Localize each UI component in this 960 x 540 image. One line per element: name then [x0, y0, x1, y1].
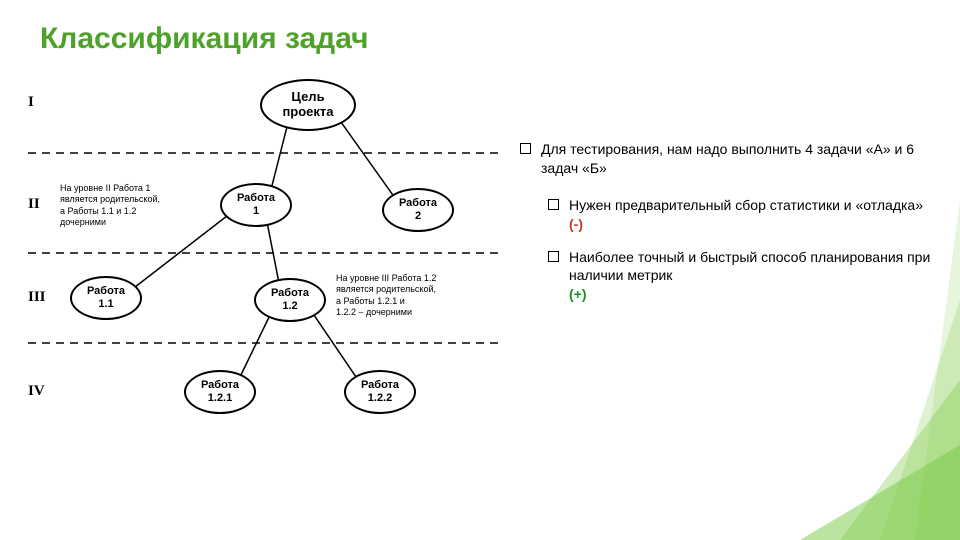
bullet-sub-text: Наиболее точный и быстрый способ планиро…: [569, 248, 940, 305]
level-label: III: [28, 289, 46, 306]
positive-mark: (+): [569, 286, 587, 302]
level-label: IV: [28, 383, 45, 400]
slide-title: Классификация задач: [40, 22, 369, 56]
bullet-icon: [548, 199, 559, 210]
bullet-list: Для тестирования, нам надо выполнить 4 з…: [520, 140, 940, 318]
wbs-diagram: IIIIIIIVЦельпроектаРабота1Работа2Работа1…: [28, 65, 498, 465]
negative-mark: (-): [569, 216, 583, 232]
wbs-node: Работа2: [382, 188, 454, 232]
bullet-icon: [520, 143, 531, 154]
bullet-main: Для тестирования, нам надо выполнить 4 з…: [520, 140, 940, 178]
wbs-node: Работа1.2.2: [344, 370, 416, 414]
slide: Классификация задач IIIIIIIVЦельпроектаР…: [0, 0, 960, 540]
bullet-sub-neg: Нужен предварительный сбор статистики и …: [548, 196, 940, 234]
wbs-node: Работа1.1: [70, 276, 142, 320]
bullet-sub-text: Нужен предварительный сбор статистики и …: [569, 196, 940, 234]
diagram-annotation: На уровне III Работа 1.2является родител…: [336, 273, 496, 318]
bullet-icon: [548, 251, 559, 262]
diagram-svg: [28, 65, 498, 465]
wbs-node: Работа1.2: [254, 278, 326, 322]
diagram-annotation: На уровне II Работа 1является родительск…: [60, 183, 200, 228]
bullet-sub-pos: Наиболее точный и быстрый способ планиро…: [548, 248, 940, 305]
wbs-node: Цельпроекта: [260, 79, 356, 131]
wbs-node: Работа1.2.1: [184, 370, 256, 414]
level-label: II: [28, 196, 40, 213]
bullet-main-text: Для тестирования, нам надо выполнить 4 з…: [541, 140, 940, 178]
level-label: I: [28, 94, 34, 111]
wbs-node: Работа1: [220, 183, 292, 227]
